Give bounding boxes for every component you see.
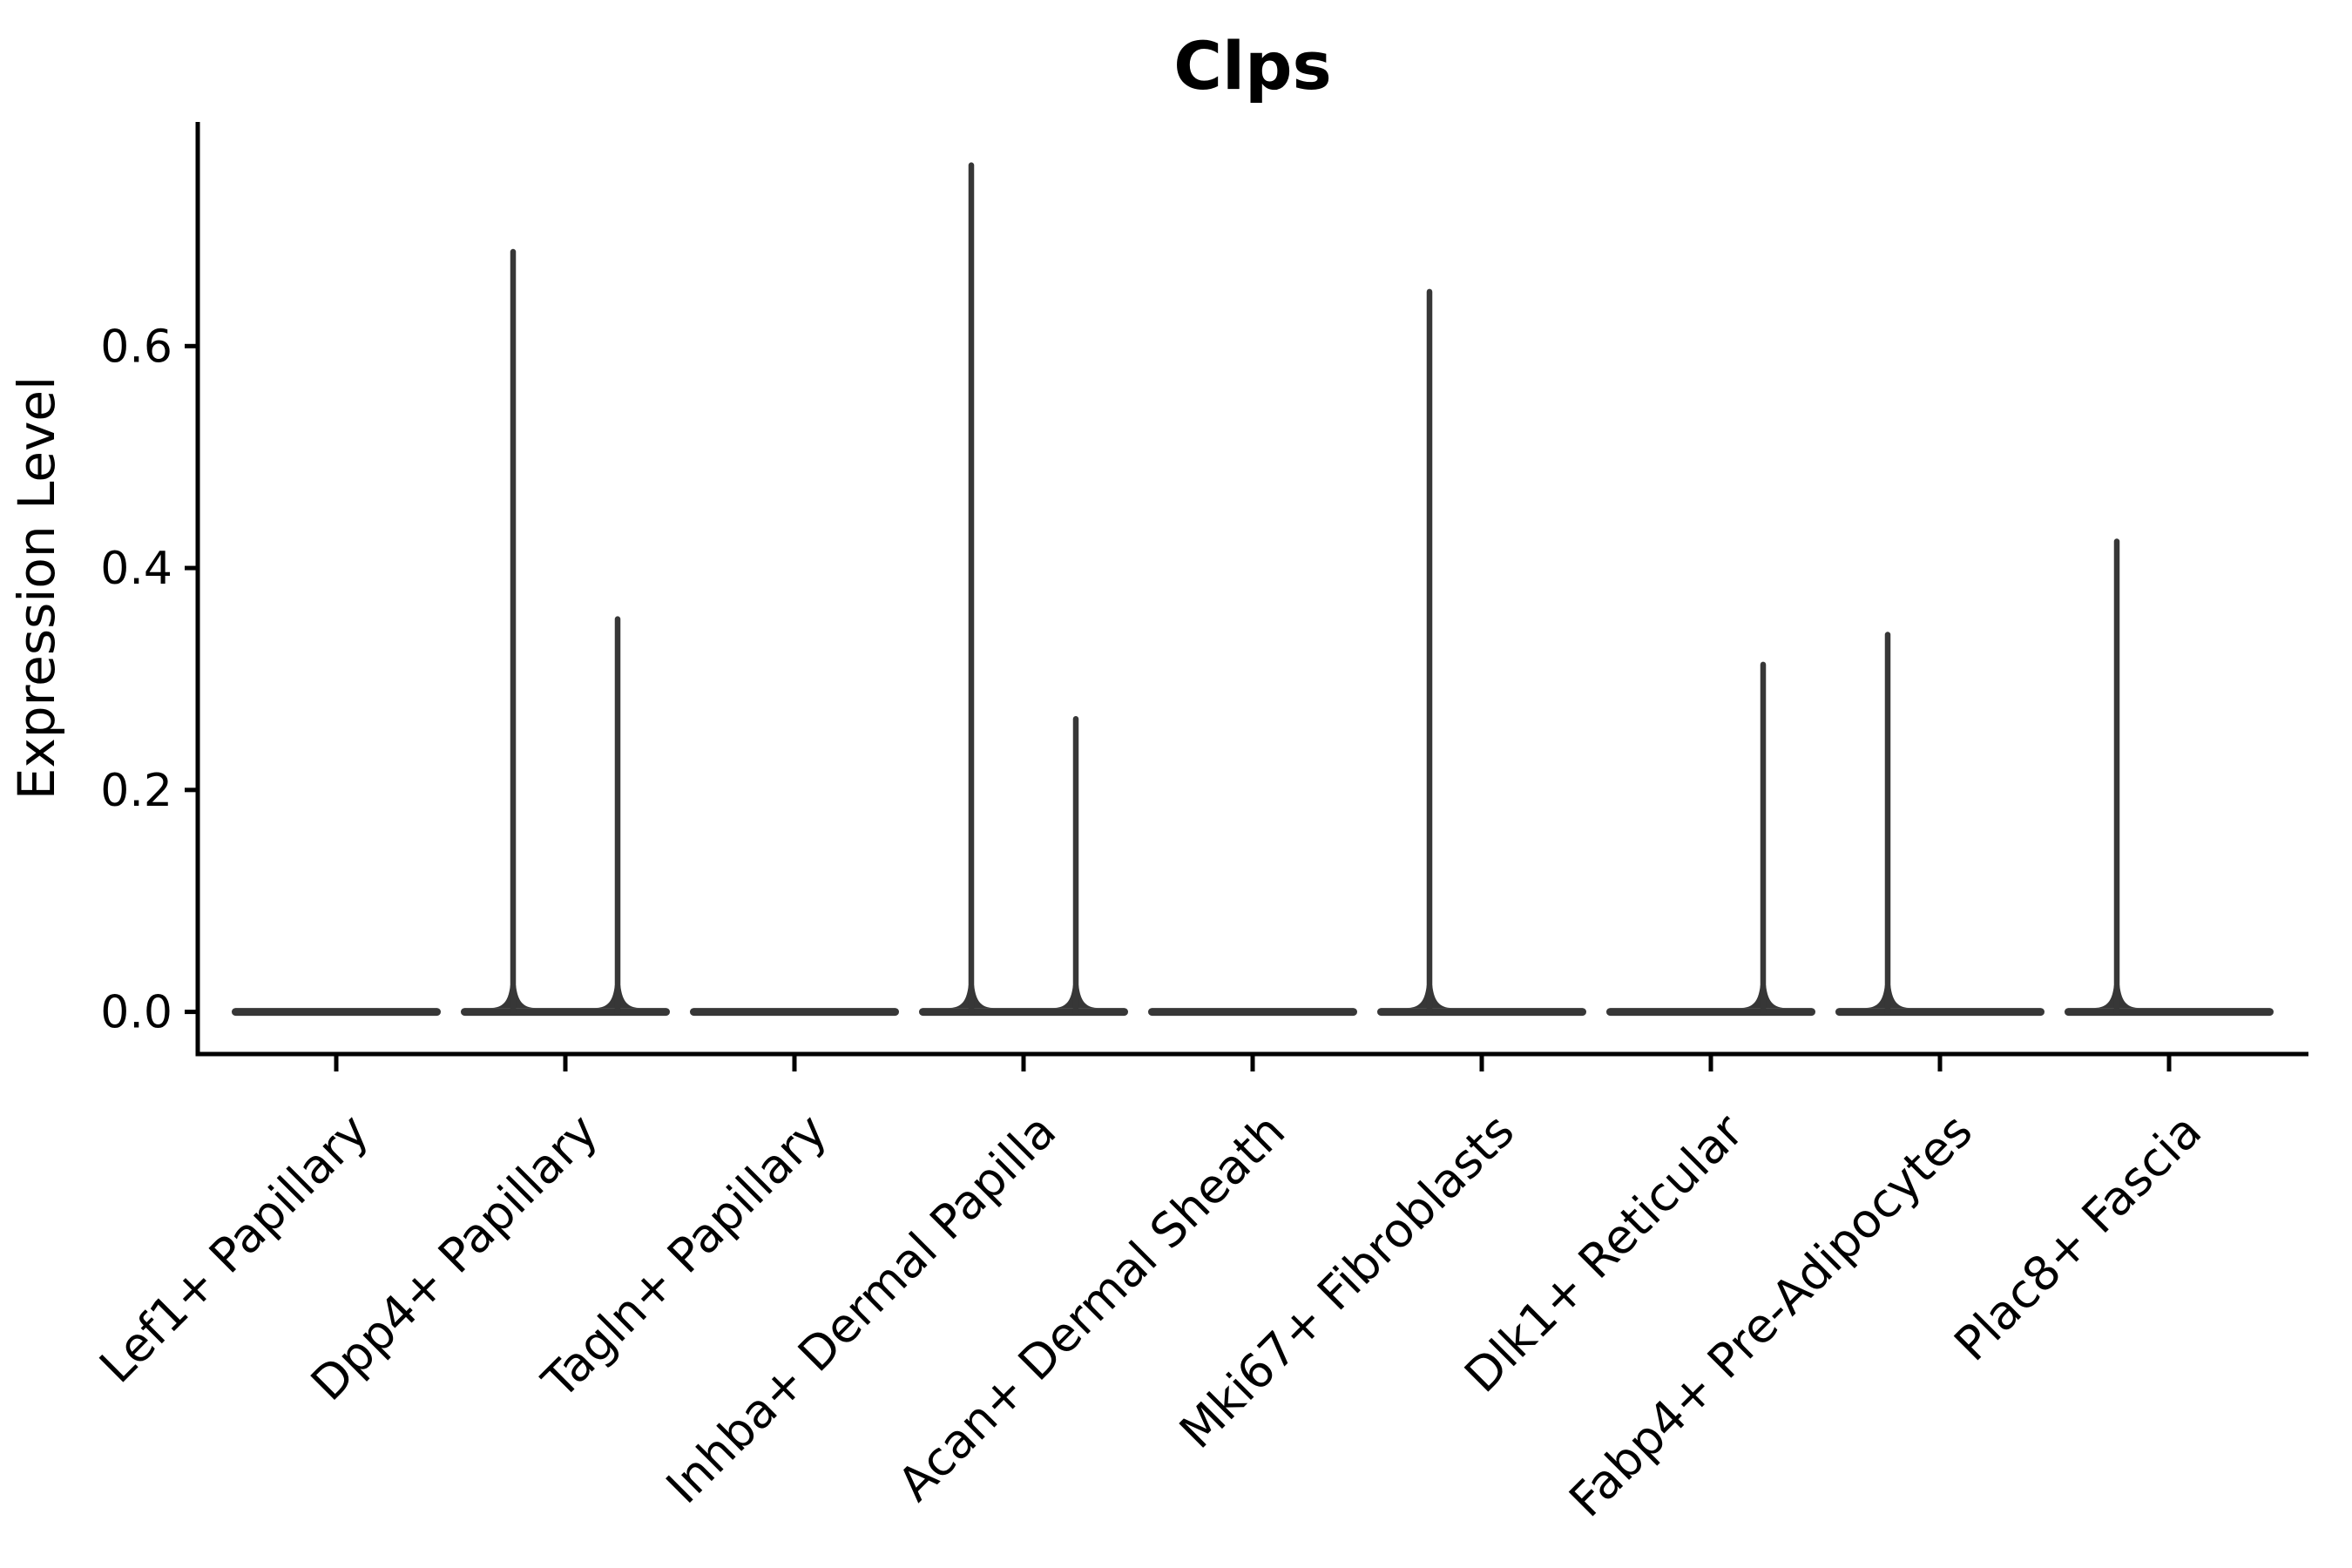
violin-base: [1606, 1008, 1815, 1017]
violin-base: [690, 1008, 899, 1017]
violins-group: [232, 162, 2274, 1017]
y-tick-label: 0.0: [100, 987, 172, 1039]
violin-base: [1835, 1008, 2044, 1017]
chart-title: Clps: [1173, 27, 1331, 105]
violin-base: [1377, 1008, 1586, 1017]
y-axis-label: Expression Level: [7, 376, 66, 800]
x-tick-label: Acan+ Dermal Sheath: [888, 1104, 1295, 1511]
y-tick-label: 0.6: [100, 321, 172, 373]
y-tick-label: 0.4: [100, 543, 172, 595]
violin-base: [232, 1008, 441, 1017]
x-tick-label: Fabp4+ Pre-Adipocytes: [1558, 1104, 1983, 1528]
x-tick-label: Inhba+ Dermal Papilla: [656, 1104, 1066, 1514]
violin-base: [919, 1008, 1128, 1017]
x-tick-label: Plac8+ Fascia: [1943, 1104, 2212, 1372]
violin-base: [461, 1008, 670, 1017]
violin-base: [1148, 1008, 1357, 1017]
y-tick-label: 0.2: [100, 765, 172, 817]
violin-base: [2065, 1008, 2274, 1017]
